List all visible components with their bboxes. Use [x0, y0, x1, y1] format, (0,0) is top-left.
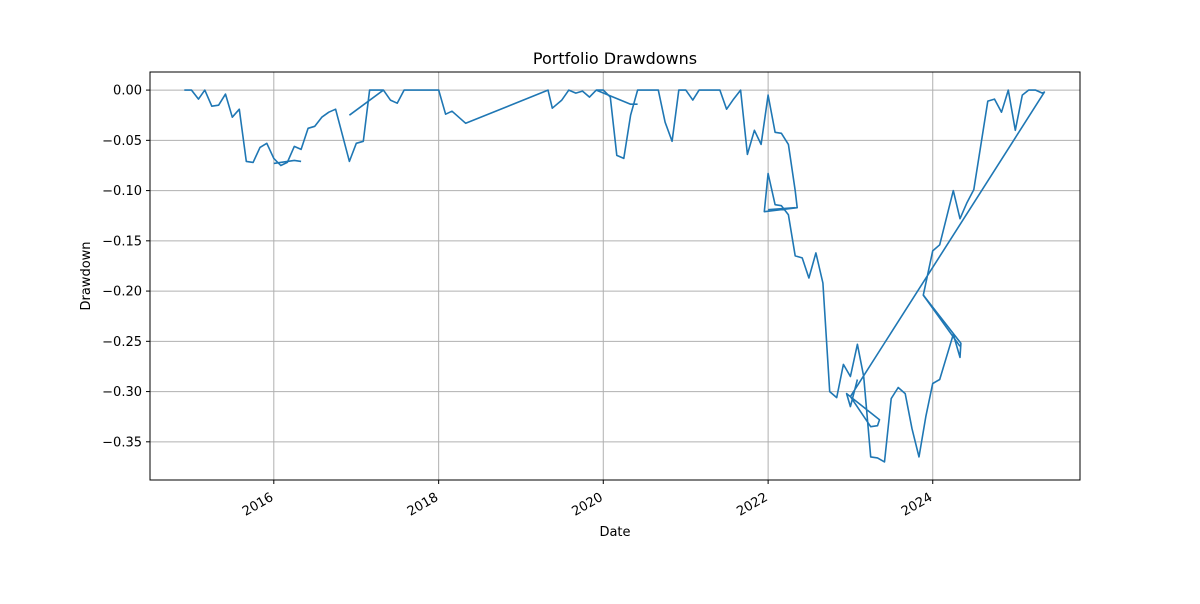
series-layer: [184, 89, 1046, 463]
drawdown-series-segment: [595, 89, 638, 105]
grid-layer: [150, 72, 1080, 480]
y-tick-label: −0.15: [102, 234, 142, 249]
drawdown-series-segment: [922, 294, 961, 347]
drawdown-series-segment: [348, 89, 384, 116]
drawdown-series-line: [184, 89, 1046, 463]
y-tick-label: −0.05: [102, 134, 142, 149]
y-tick-label: −0.25: [102, 335, 142, 350]
drawdown-series-segment: [768, 206, 796, 211]
y-tick-label: −0.10: [102, 184, 142, 199]
y-tick-label: −0.20: [102, 285, 142, 300]
chart-title: Portfolio Drawdowns: [533, 49, 697, 68]
y-axis-label: Drawdown: [79, 241, 94, 310]
y-tick-label: 0.00: [113, 84, 142, 99]
drawdown-series-segment: [273, 159, 302, 165]
plot-frame: [149, 71, 1081, 481]
y-tick-label: −0.35: [102, 435, 142, 450]
x-axis-label: Date: [599, 525, 630, 540]
y-tick-label: −0.30: [102, 385, 142, 400]
